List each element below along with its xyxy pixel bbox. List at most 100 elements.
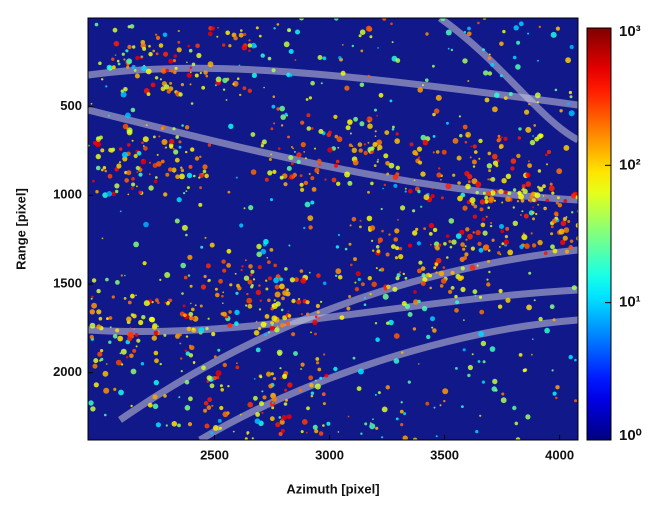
image-speckle <box>569 44 574 50</box>
image-speckle <box>205 263 211 269</box>
image-speckle <box>270 127 274 131</box>
image-speckle <box>386 321 390 325</box>
image-speckle <box>401 301 407 306</box>
image-speckle <box>174 218 180 224</box>
image-speckle <box>199 155 202 158</box>
image-speckle <box>163 84 170 90</box>
image-speckle <box>147 402 153 408</box>
image-speckle <box>254 418 261 425</box>
image-speckle <box>512 188 517 192</box>
image-speckle <box>202 169 207 174</box>
image-speckle <box>510 158 517 164</box>
image-speckle <box>216 35 219 38</box>
image-speckle <box>537 169 542 173</box>
image-speckle <box>357 277 361 282</box>
image-speckle <box>188 312 194 317</box>
image-speckle <box>289 277 295 283</box>
image-speckle <box>413 179 416 182</box>
image-speckle <box>265 287 269 291</box>
image-speckle <box>222 411 229 418</box>
image-speckle <box>265 279 268 282</box>
image-speckle <box>198 176 201 179</box>
image-speckle <box>551 218 557 224</box>
image-speckle <box>489 224 493 228</box>
image-speckle <box>165 146 168 149</box>
image-speckle <box>272 322 275 324</box>
image-speckle <box>417 189 421 194</box>
image-speckle <box>200 245 204 249</box>
image-speckle <box>467 180 471 184</box>
image-texture <box>65 18 578 440</box>
image-speckle <box>270 372 274 376</box>
image-speckle <box>451 239 457 245</box>
image-speckle <box>181 124 184 127</box>
image-speckle <box>310 391 315 395</box>
image-speckle <box>130 368 137 375</box>
image-speckle <box>459 134 463 138</box>
image-speckle <box>545 163 549 166</box>
image-speckle <box>497 304 503 309</box>
image-speckle <box>190 102 194 105</box>
image-speckle <box>129 24 135 29</box>
image-speckle <box>145 124 148 127</box>
image-speckle <box>203 401 209 406</box>
image-speckle <box>288 177 290 180</box>
image-speckle <box>264 333 268 337</box>
image-speckle <box>383 287 388 291</box>
image-speckle <box>114 54 117 56</box>
image-speckle <box>543 251 548 255</box>
image-speckle <box>89 322 96 329</box>
image-speckle <box>374 135 377 137</box>
image-speckle <box>211 332 216 337</box>
image-speckle <box>259 375 263 379</box>
image-speckle <box>266 257 269 259</box>
image-speckle <box>467 26 471 31</box>
image-speckle <box>320 300 323 303</box>
image-speckle <box>369 225 376 231</box>
image-speckle <box>503 136 508 141</box>
image-speckle <box>204 423 210 429</box>
image-speckle <box>432 227 438 233</box>
image-speckle <box>222 268 227 273</box>
image-speckle <box>296 159 301 165</box>
image-speckle <box>462 124 468 130</box>
image-speckle <box>460 266 465 271</box>
image-speckle <box>133 153 138 159</box>
image-speckle <box>195 43 200 49</box>
image-speckle <box>470 145 473 148</box>
image-speckle <box>185 190 188 193</box>
image-speckle <box>367 190 370 194</box>
image-speckle <box>173 54 178 58</box>
image-speckle <box>127 143 131 147</box>
image-speckle <box>462 255 468 260</box>
image-speckle <box>299 269 304 273</box>
image-speckle <box>512 220 518 226</box>
image-speckle <box>335 159 340 164</box>
image-speckle <box>492 378 498 385</box>
image-speckle <box>315 379 317 382</box>
image-streak <box>198 316 578 440</box>
image-speckle <box>271 396 277 402</box>
image-speckle <box>298 388 303 393</box>
image-speckle <box>575 195 578 200</box>
image-speckle <box>186 72 192 78</box>
image-speckle <box>333 114 338 119</box>
image-speckle <box>133 241 140 248</box>
image-speckle <box>69 312 71 314</box>
image-speckle <box>526 304 532 311</box>
image-speckle <box>65 326 70 331</box>
image-speckle <box>257 265 262 270</box>
image-speckle <box>234 272 237 275</box>
image-speckle <box>370 181 374 186</box>
image-speckle <box>146 92 151 96</box>
image-speckle <box>493 199 496 202</box>
image-speckle <box>272 169 277 174</box>
image-speckle <box>188 353 194 358</box>
image-speckle <box>487 206 491 209</box>
image-speckle <box>199 304 203 308</box>
image-speckle <box>72 334 74 336</box>
image-speckle <box>527 32 530 35</box>
image-speckle <box>136 185 138 188</box>
image-speckle <box>438 167 441 170</box>
image-speckle <box>77 329 79 331</box>
